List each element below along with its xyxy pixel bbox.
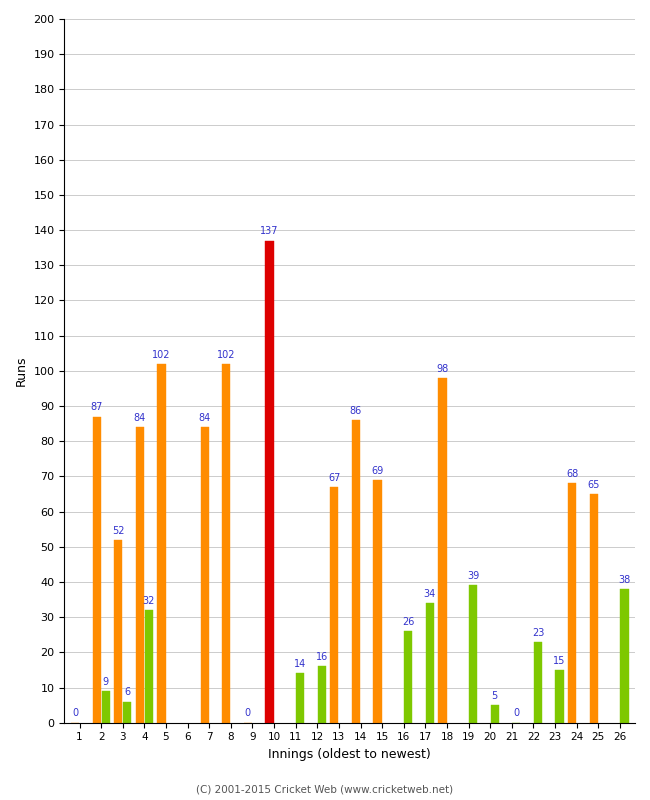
Bar <box>124 702 131 722</box>
Text: (C) 2001-2015 Cricket Web (www.cricketweb.net): (C) 2001-2015 Cricket Web (www.cricketwe… <box>196 784 454 794</box>
Bar <box>157 364 166 722</box>
Bar <box>330 487 339 722</box>
Text: 69: 69 <box>371 466 384 476</box>
Text: 102: 102 <box>152 350 171 360</box>
Text: 9: 9 <box>103 677 109 687</box>
Text: 68: 68 <box>566 470 578 479</box>
Text: 6: 6 <box>124 687 131 698</box>
Text: 32: 32 <box>143 596 155 606</box>
Text: 137: 137 <box>260 226 279 237</box>
Bar <box>426 603 434 722</box>
Text: 102: 102 <box>217 350 235 360</box>
Text: 15: 15 <box>553 656 566 666</box>
Y-axis label: Runs: Runs <box>15 356 28 386</box>
Bar <box>568 483 576 722</box>
Bar <box>222 364 230 722</box>
Text: 0: 0 <box>245 709 251 718</box>
Bar <box>352 420 360 722</box>
Text: 14: 14 <box>294 659 306 670</box>
Text: 26: 26 <box>402 617 415 627</box>
Bar <box>136 427 144 722</box>
Bar <box>101 691 110 722</box>
Text: 34: 34 <box>424 589 436 599</box>
Bar <box>318 666 326 722</box>
Text: 67: 67 <box>328 473 341 482</box>
Text: 23: 23 <box>532 627 544 638</box>
Text: 87: 87 <box>90 402 103 412</box>
Bar <box>404 631 412 722</box>
Bar <box>438 378 447 722</box>
Bar <box>201 427 209 722</box>
Text: 16: 16 <box>316 652 328 662</box>
Text: 5: 5 <box>491 691 498 701</box>
Bar <box>265 241 274 722</box>
Bar <box>374 480 382 722</box>
X-axis label: Innings (oldest to newest): Innings (oldest to newest) <box>268 748 431 761</box>
Bar <box>469 586 477 722</box>
Text: 39: 39 <box>467 571 479 582</box>
Bar <box>114 540 122 722</box>
Text: 65: 65 <box>588 480 600 490</box>
Bar <box>534 642 542 722</box>
Bar <box>92 417 101 722</box>
Bar <box>620 589 629 722</box>
Bar <box>296 674 304 722</box>
Bar <box>491 705 499 722</box>
Bar <box>556 670 564 722</box>
Bar <box>145 610 153 722</box>
Text: 84: 84 <box>198 413 211 423</box>
Bar <box>590 494 598 722</box>
Text: 0: 0 <box>72 709 78 718</box>
Text: 86: 86 <box>350 406 362 416</box>
Text: 0: 0 <box>514 709 519 718</box>
Text: 38: 38 <box>618 574 630 585</box>
Text: 98: 98 <box>436 364 448 374</box>
Text: 84: 84 <box>134 413 146 423</box>
Text: 52: 52 <box>112 526 124 535</box>
